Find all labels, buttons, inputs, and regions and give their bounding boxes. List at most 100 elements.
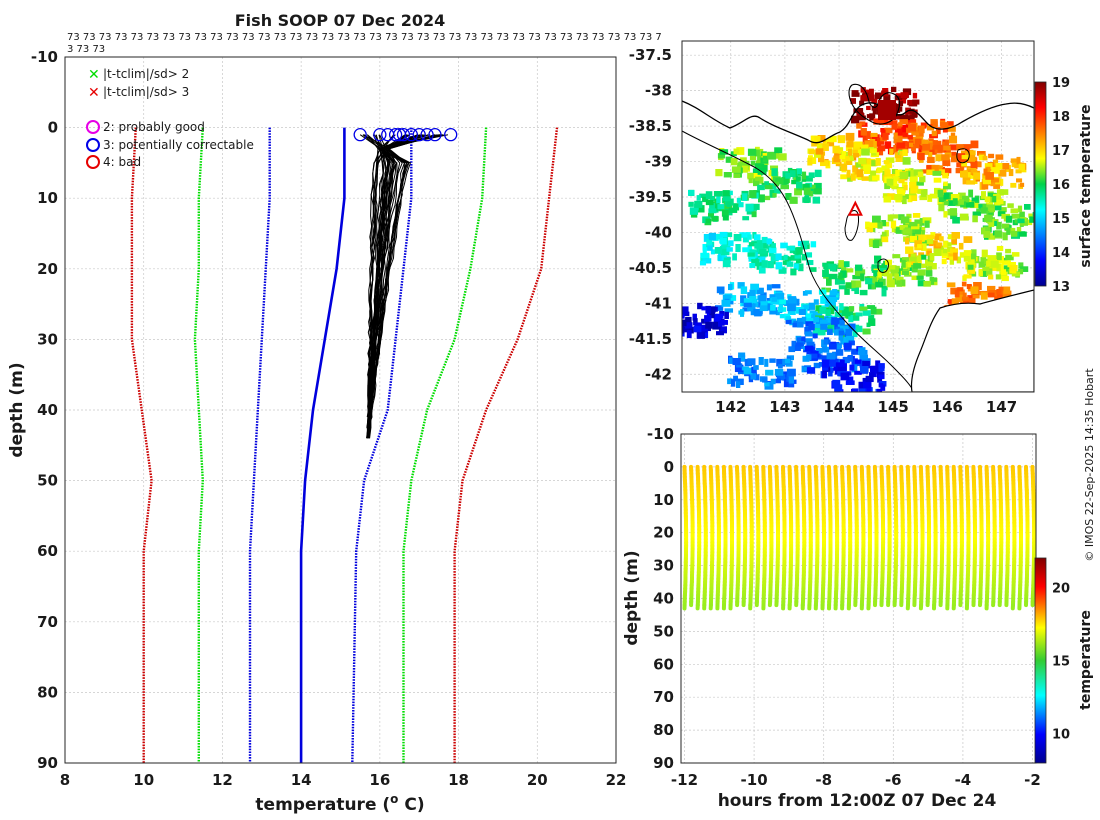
dt-y-tick-label: 80: [653, 721, 674, 739]
sst-pixel: [871, 160, 878, 167]
sst-pixel: [943, 183, 951, 190]
sst-pixel: [767, 151, 777, 160]
sst-pixel: [1010, 182, 1017, 188]
sst-pixel: [708, 208, 717, 214]
sst-pixel: [706, 311, 712, 318]
sst-pixel: [826, 352, 836, 360]
sst-pixel: [910, 185, 919, 194]
sst-pixel: [877, 388, 883, 392]
sst-pixel: [866, 114, 876, 119]
sst-pixel: [966, 168, 974, 175]
sst-pixel: [854, 359, 862, 364]
sst-pixel: [962, 144, 972, 149]
sst-pixel: [989, 207, 995, 213]
sst-pixel: [887, 174, 896, 179]
sst-pixel: [714, 247, 723, 254]
profile-id-labels-row1: 73 73 73 73 73 73 73 73 73 73 73 73 73 7…: [67, 32, 662, 43]
sst-pixel: [855, 312, 863, 317]
sst-pixel: [804, 195, 810, 204]
sst-pixel: [673, 312, 680, 316]
sst-pixel: [856, 169, 864, 178]
sst-pixel: [826, 278, 832, 286]
sst-pixel: [775, 262, 783, 270]
sst-pixel: [865, 221, 870, 230]
chart-title: Fish SOOP 07 Dec 2024: [235, 11, 445, 30]
x-tick-label: 22: [606, 771, 627, 789]
sst-pixel: [794, 253, 802, 259]
sst-pixel: [708, 306, 716, 313]
sst-pixel: [861, 176, 870, 181]
sst-pixel: [943, 240, 949, 248]
sst-pixel: [989, 196, 995, 203]
sst-pixel: [706, 239, 713, 246]
triangle-icon: [847, 200, 863, 216]
dt-colorbar-tick-label: 10: [1052, 728, 1070, 743]
sst-pixel: [814, 188, 822, 195]
qc-flag3-marker: [353, 128, 367, 142]
sst-pixel: [716, 286, 725, 294]
circle-magenta-icon: [86, 120, 100, 134]
sst-pixel: [968, 189, 974, 198]
sst-pixel: [943, 200, 949, 206]
sst-pixel: [920, 254, 927, 260]
sst-pixel: [757, 184, 765, 191]
sst-pixel: [973, 172, 981, 180]
sst-pixel: [813, 311, 823, 317]
sst-pixel: [985, 166, 991, 174]
sst-pixel: [738, 161, 747, 168]
sst-pixel: [862, 328, 871, 335]
sst-pixel: [966, 180, 976, 185]
sst-pixel: [823, 138, 831, 144]
sst-pixel: [939, 169, 945, 175]
island-hunter: [877, 258, 889, 273]
sst-pixel: [747, 303, 756, 312]
sst-pixel: [825, 309, 831, 316]
sst-pixel: [754, 243, 764, 249]
sst-pixel: [840, 174, 849, 180]
qc-flag3-marker: [444, 128, 458, 142]
sst-pixel: [860, 273, 865, 282]
sst-pixel: [972, 215, 978, 223]
sst-pixel: [783, 254, 788, 260]
sst-pixel: [872, 134, 880, 143]
sst-pixel: [742, 165, 748, 173]
sst-pixel: [834, 384, 843, 392]
sst-pixel: [981, 181, 989, 190]
sst-pixel: [727, 300, 734, 305]
map-colorbar-ticks: 13 14 15 16 17 18 19: [1052, 76, 1070, 295]
sst-pixel: [818, 155, 825, 163]
sst-pixel: [803, 183, 810, 191]
sst-pixel: [786, 368, 796, 377]
ship-position-marker: [847, 200, 863, 216]
sst-pixel: [933, 248, 942, 257]
temperature-colorbar-label: temperature: [1078, 610, 1094, 710]
sst-pixel: [925, 147, 935, 155]
sst-pixel: [740, 309, 745, 317]
sst-pixel: [751, 211, 757, 218]
sst-pixel: [749, 155, 757, 161]
sst-pixel: [864, 140, 874, 148]
qc-flag-markers: [353, 128, 458, 142]
sst-pixel: [875, 147, 884, 156]
sst-pixel: [786, 245, 796, 251]
sst-pixel: [914, 143, 920, 149]
sst-pixel: [866, 105, 871, 111]
y-tick-label: 20: [37, 260, 58, 278]
island-king: [844, 210, 859, 241]
sst-pixel: [769, 358, 776, 363]
sst-pixel: [844, 289, 850, 295]
sst-pixel: [898, 106, 903, 112]
sst-pixel: [1018, 262, 1024, 269]
sst-pixel: [962, 292, 967, 299]
sst-pixel: [817, 135, 826, 143]
sst-pixel: [692, 313, 697, 321]
sst-pixel: [851, 364, 858, 373]
sst-pixel: [795, 342, 804, 347]
sst-pixel: [726, 202, 731, 208]
depth-time-x-label: hours from 12:00Z 07 Dec 24: [718, 791, 997, 811]
sst-pixel: [786, 261, 794, 267]
sst-pixel: [970, 173, 976, 179]
sst-pixel: [873, 270, 878, 277]
sst-pixel: [886, 178, 894, 186]
map-x-tick-label: 144: [823, 398, 854, 416]
